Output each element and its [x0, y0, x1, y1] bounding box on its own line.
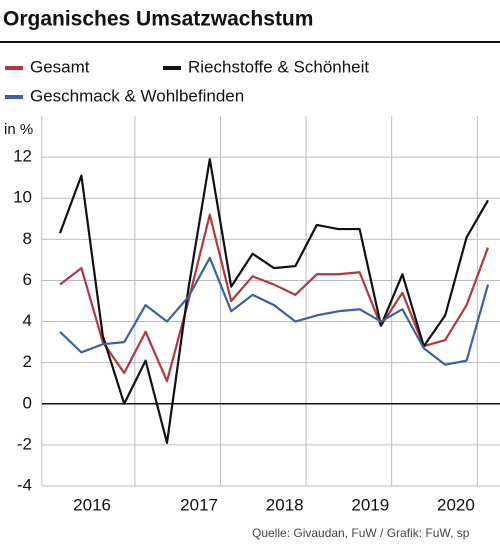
y-tick-label: 12 [13, 147, 32, 166]
chart-title: Organisches Umsatzwachstum [3, 8, 313, 31]
legend-label: Gesamt [30, 57, 90, 76]
y-tick-label: 10 [13, 188, 32, 207]
x-tick-label: 2020 [437, 495, 475, 514]
series-line [59, 256, 490, 366]
x-tick-label: 2019 [351, 495, 389, 514]
x-tick-label: 2018 [266, 495, 304, 514]
y-tick-label: 8 [23, 229, 32, 248]
y-tick-label: -2 [17, 434, 32, 453]
y-tick-label: 4 [23, 311, 32, 330]
source: Quelle: Givaudan, FuW / Grafik: FuW, sp [252, 526, 470, 540]
x-tick-label: 2017 [180, 495, 218, 514]
x-tick-label: 2016 [73, 495, 111, 514]
y-axis-label: in % [4, 121, 33, 138]
series-line [58, 158, 489, 444]
y-tick-label: 0 [23, 393, 32, 412]
series-line [59, 213, 490, 383]
y-tick-label: 6 [23, 270, 32, 289]
legend-label: Riechstoffe & Schönheit [188, 57, 369, 76]
legend-label: Geschmack & Wohlbefinden [30, 86, 244, 105]
y-tick-label: 2 [23, 352, 32, 371]
y-tick-label: -4 [17, 475, 32, 494]
